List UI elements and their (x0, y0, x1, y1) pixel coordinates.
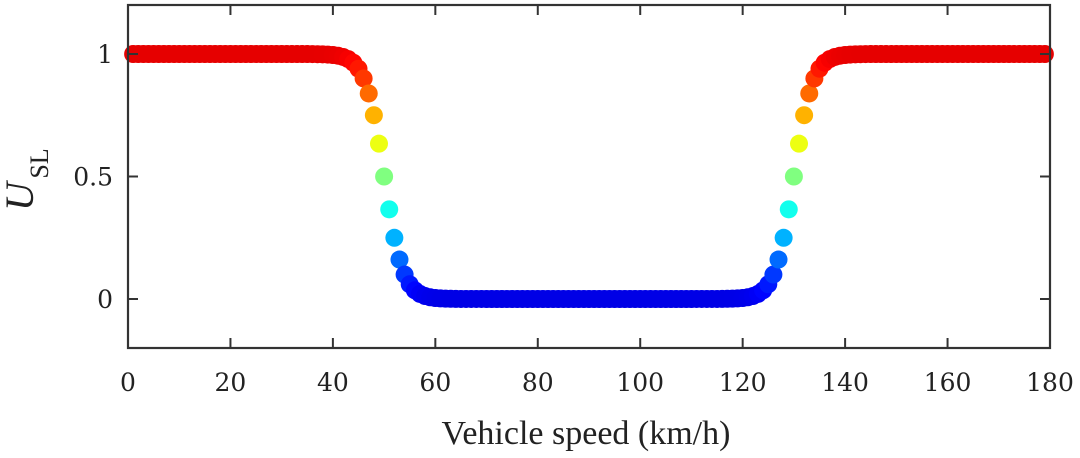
x-tick-label: 120 (719, 368, 767, 397)
x-tick-label: 80 (522, 368, 554, 397)
data-point (359, 84, 378, 103)
data-point (380, 200, 399, 219)
x-tick-label: 40 (317, 368, 349, 397)
y-tick-labels: 00.51 (73, 40, 113, 314)
x-tick-label: 180 (1026, 368, 1074, 397)
data-point (800, 84, 819, 103)
x-axis-label: Vehicle speed (km/h) (442, 415, 731, 452)
data-point (354, 69, 373, 88)
data-point (795, 106, 814, 125)
x-tick-label: 100 (616, 368, 664, 397)
y-axis-label: U SL (0, 148, 54, 211)
y-tick-label: 0 (97, 285, 113, 314)
x-tick-label: 60 (419, 368, 451, 397)
axis-ticks (127, 5, 1051, 348)
data-point (390, 250, 409, 269)
data-point (779, 200, 798, 219)
data-point (364, 106, 383, 125)
x-tick-label: 20 (215, 368, 247, 397)
data-point (369, 134, 388, 153)
data-point (774, 228, 793, 247)
data-point (385, 228, 404, 247)
data-point (790, 134, 809, 153)
data-point (764, 265, 783, 284)
y-tick-label: 0.5 (73, 163, 113, 192)
x-tick-label: 0 (120, 368, 136, 397)
x-tick-labels: 0 20 40 60 80 100 120 140 160 180 (120, 368, 1074, 397)
data-point (769, 250, 788, 269)
data-point (784, 167, 803, 186)
data-points (124, 45, 1054, 308)
data-point (375, 167, 394, 186)
y-axis-label-subscript: SL (25, 148, 54, 178)
x-tick-label: 160 (924, 368, 972, 397)
y-axis-label-main: U (0, 179, 42, 211)
x-tick-label: 140 (821, 368, 869, 397)
y-tick-label: 1 (97, 40, 113, 69)
